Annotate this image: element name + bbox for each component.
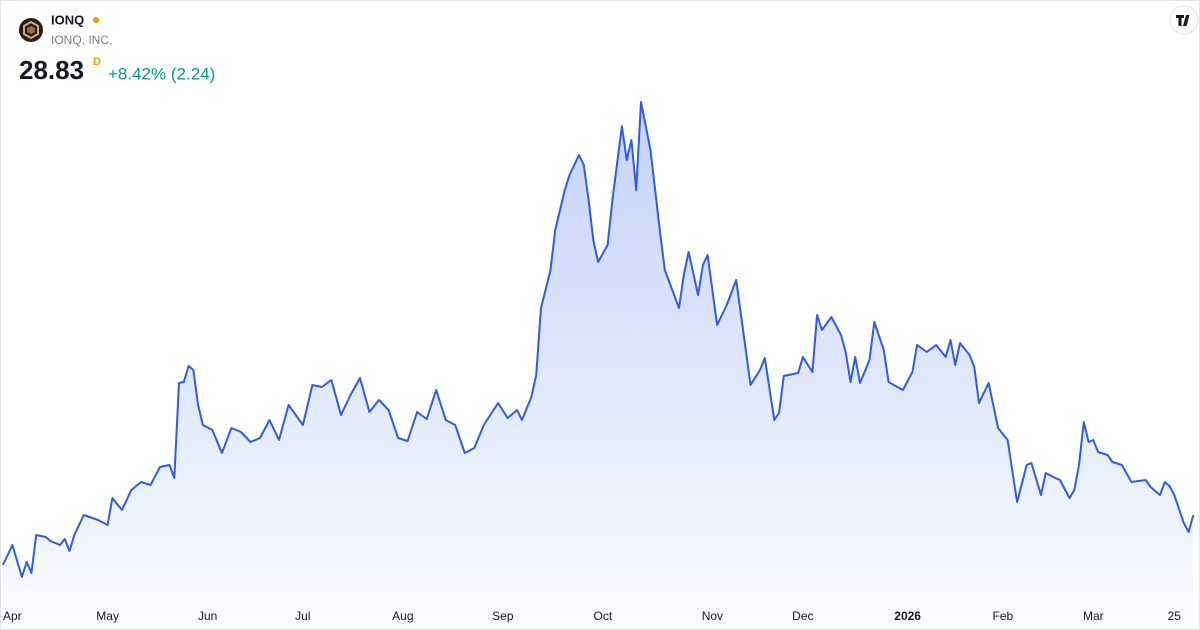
price-line	[1, 101, 1195, 578]
logo-mark	[23, 20, 39, 40]
status-dot	[93, 17, 99, 23]
x-tick-label: Dec	[792, 609, 813, 623]
x-tick-label: Aug	[392, 609, 413, 623]
x-tick-label: 2026	[894, 609, 921, 623]
x-tick-label: Jul	[295, 609, 310, 623]
price-change: +8.42% (2.24)	[108, 64, 215, 83]
logo-core	[27, 26, 35, 34]
ticker: IONQ	[51, 12, 84, 27]
x-tick-label: Oct	[594, 609, 613, 623]
x-tick-label: Feb	[993, 609, 1014, 623]
x-tick-label: Apr	[3, 609, 22, 623]
company-name: IONQ, INC.	[51, 33, 112, 47]
x-tick-label: 25	[1168, 609, 1182, 623]
x-tick-label: Jun	[198, 609, 217, 623]
interval: D	[93, 56, 101, 68]
last-price: 28.83	[19, 55, 84, 85]
x-tick-label: Nov	[702, 609, 723, 623]
x-tick-label: Sep	[492, 609, 514, 623]
plot-area	[1, 101, 1195, 630]
x-tick-label: Mar	[1083, 609, 1104, 623]
brand-badge	[1169, 5, 1199, 35]
x-tick-label: May	[96, 609, 119, 623]
area-fill	[2, 102, 1194, 630]
brand-logo	[1176, 15, 1190, 26]
